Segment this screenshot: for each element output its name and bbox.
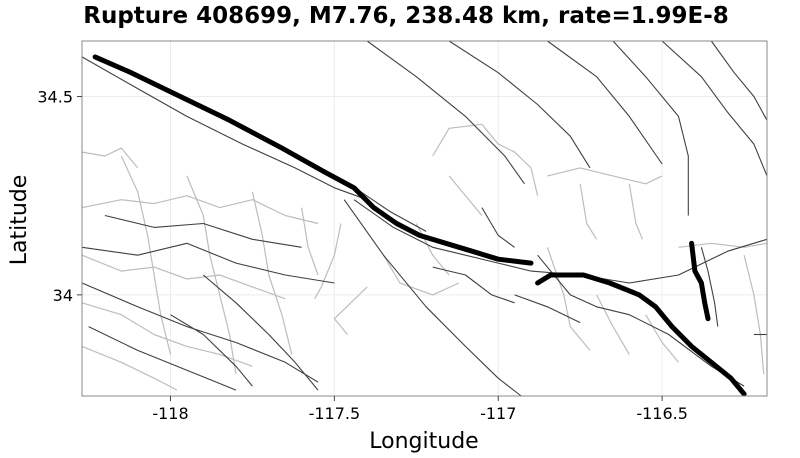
rupture-trace-east (535, 272, 747, 397)
plot-frame (81, 40, 768, 397)
fault-trace (612, 40, 689, 216)
y-axis-ticks: 34.5 34 (37, 88, 82, 305)
grid-lines (82, 41, 767, 396)
fault-trace (547, 40, 663, 165)
plot-area (82, 41, 767, 396)
y-axis-label: Latitude (7, 175, 32, 266)
fault-subsection-trace (333, 286, 368, 335)
fault-trace (661, 40, 768, 177)
fault-trace (81, 282, 319, 383)
x-tick-label: -116.5 (636, 404, 688, 423)
fault-trace (448, 40, 591, 169)
x-tick-label: -117.5 (309, 404, 361, 423)
y-tick-label: 34.5 (37, 88, 73, 107)
fault-subsection-trace (596, 294, 630, 355)
fault-subsection-trace (301, 207, 319, 276)
fault-trace-layer (81, 40, 768, 397)
fault-subsection-trace (678, 242, 768, 248)
x-axis-label: Longitude (369, 429, 478, 454)
fault-subsection-trace (382, 254, 460, 296)
fault-subsection-trace (579, 183, 598, 240)
fault-trace (366, 40, 525, 185)
fault-trace (514, 294, 581, 324)
fault-subsection-trace (81, 345, 178, 391)
fault-trace (537, 254, 745, 387)
fault-subsection-trace (432, 123, 539, 196)
fault-trace (432, 266, 515, 304)
rupture-trace-main (92, 54, 534, 266)
rupture-trace-branch (689, 240, 711, 322)
fault-subsection-trace (547, 167, 663, 185)
fault-trace (104, 214, 302, 248)
fault-trace (343, 199, 522, 397)
fault-subsection-trace (81, 195, 319, 225)
fault-subsection-trace (81, 147, 139, 169)
fault-subsection-trace (546, 247, 591, 351)
fault-trace (170, 314, 253, 387)
fault-trace (88, 326, 237, 391)
rupture-trace-layer (92, 54, 747, 397)
fault-trace (710, 40, 768, 121)
fault-trace (202, 274, 319, 391)
fault-trace (481, 207, 515, 248)
fault-subsection-trace (743, 255, 765, 375)
fault-trace (81, 56, 368, 201)
fault-subsection-layer (81, 123, 768, 391)
chart-title: Rupture 408699, M7.76, 238.48 km, rate=1… (83, 3, 729, 29)
x-axis-ticks: -118 -117.5 -117 -116.5 (152, 396, 688, 423)
fault-subsection-trace (448, 175, 483, 216)
fault-subsection-trace (120, 155, 172, 355)
fault-subsection-trace (628, 183, 644, 240)
fault-subsection-trace (314, 223, 342, 300)
x-tick-label: -117 (480, 404, 516, 423)
y-tick-label: 34 (53, 286, 73, 305)
fault-trace (360, 191, 427, 232)
x-tick-label: -118 (152, 404, 188, 423)
fault-subsection-trace (645, 314, 679, 363)
fault-trace (700, 247, 719, 327)
fault-subsection-trace (81, 254, 286, 300)
fault-subsection-trace (251, 191, 293, 355)
fault-trace (81, 242, 335, 284)
